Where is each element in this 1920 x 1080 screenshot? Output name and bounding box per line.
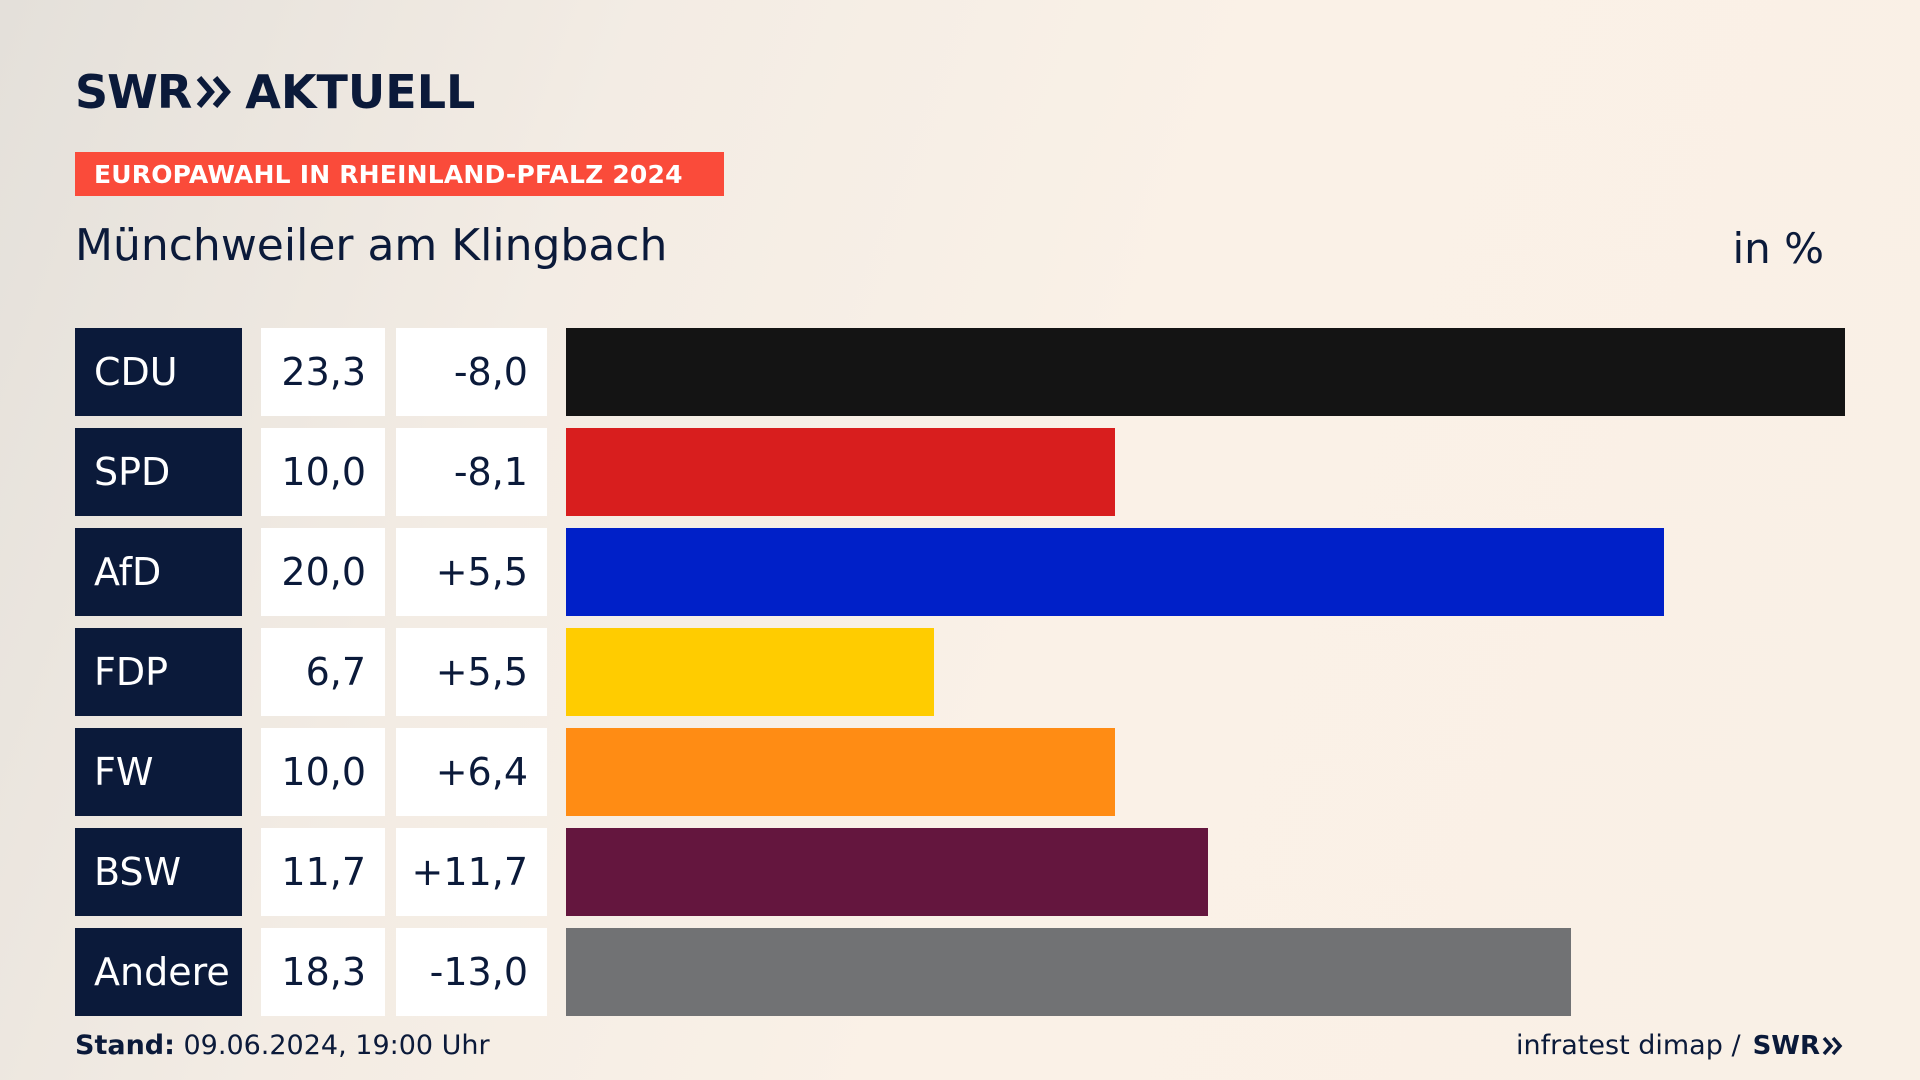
stand-label: Stand: [75, 1030, 175, 1061]
result-row: CDU 23,3 -8,0 [75, 328, 1845, 416]
party-label: FW [75, 728, 242, 816]
result-bar [566, 928, 1571, 1016]
results-chart: CDU 23,3 -8,0 SPD 10,0 -8,1 AfD 20,0 +5,5 FDP 6,7 +… [75, 328, 1845, 1028]
result-row: FW 10,0 +6,4 [75, 728, 1845, 816]
region-title: Münchweiler am Klingbach [75, 220, 668, 271]
vote-change: -13,0 [396, 928, 547, 1016]
result-row: BSW 11,7 +11,7 [75, 828, 1845, 916]
vote-change: +5,5 [396, 528, 547, 616]
result-bar [566, 528, 1664, 616]
result-row: AfD 20,0 +5,5 [75, 528, 1845, 616]
unit-label: in % [1732, 224, 1824, 273]
vote-change: -8,0 [396, 328, 547, 416]
vote-change: +6,4 [396, 728, 547, 816]
vote-share: 18,3 [261, 928, 385, 1016]
party-label: BSW [75, 828, 242, 916]
vote-change: +11,7 [396, 828, 547, 916]
swr-aktuell-logo: SWR AKTUELL [75, 64, 475, 120]
stand-value: 09.06.2024, 19:00 Uhr [174, 1030, 490, 1061]
result-bar [566, 728, 1115, 816]
brand-swr: SWR [75, 65, 192, 119]
vote-share: 11,7 [261, 828, 385, 916]
vote-share: 6,7 [261, 628, 385, 716]
result-bar [566, 628, 934, 716]
footer-swr-logo: SWR [1752, 1030, 1820, 1061]
double-chevron-right-icon [1822, 1036, 1843, 1055]
vote-share: 23,3 [261, 328, 385, 416]
vote-change: +5,5 [396, 628, 547, 716]
double-chevron-right-icon [197, 76, 232, 108]
vote-share: 10,0 [261, 728, 385, 816]
footer-stand: Stand: 09.06.2024, 19:00 Uhr [75, 1030, 490, 1061]
result-row: FDP 6,7 +5,5 [75, 628, 1845, 716]
vote-share: 20,0 [261, 528, 385, 616]
party-label: Andere [75, 928, 242, 1016]
result-bar [566, 828, 1208, 916]
vote-change: -8,1 [396, 428, 547, 516]
vote-share: 10,0 [261, 428, 385, 516]
footer-source: infratest dimap / SWR [1516, 1030, 1844, 1061]
party-label: AfD [75, 528, 242, 616]
result-row: SPD 10,0 -8,1 [75, 428, 1845, 516]
source-text: infratest dimap / [1516, 1030, 1741, 1061]
party-label: CDU [75, 328, 242, 416]
result-bar [566, 328, 1845, 416]
election-badge: EUROPAWAHL IN RHEINLAND-PFALZ 2024 [75, 152, 724, 196]
brand-aktuell: AKTUELL [245, 65, 476, 119]
result-bar [566, 428, 1115, 516]
party-label: FDP [75, 628, 242, 716]
result-row: Andere 18,3 -13,0 [75, 928, 1845, 1016]
party-label: SPD [75, 428, 242, 516]
